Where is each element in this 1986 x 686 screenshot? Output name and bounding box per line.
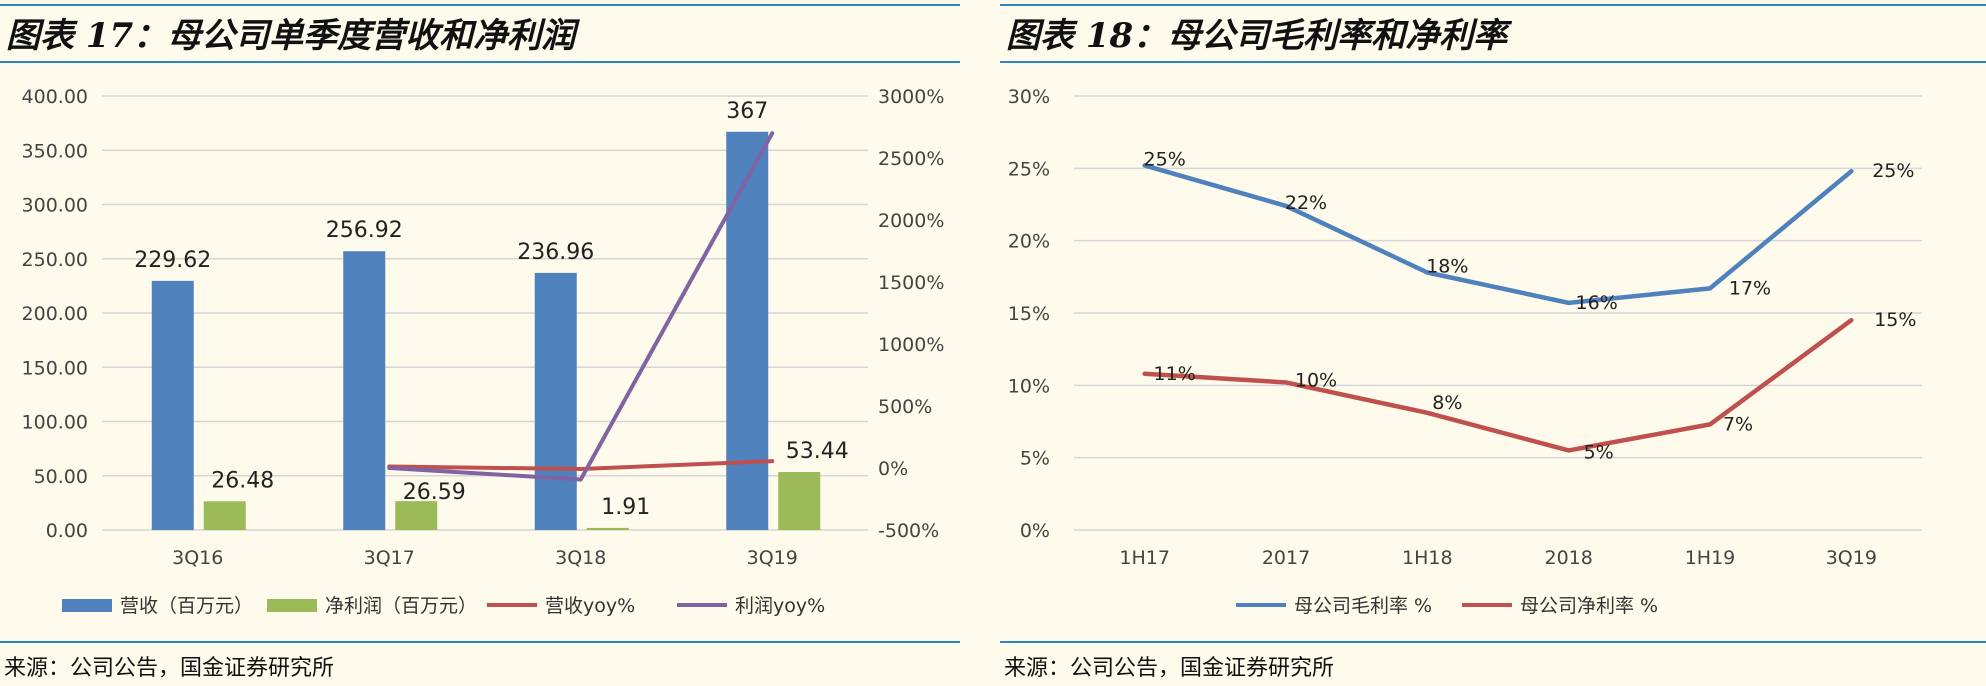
legend-label: 营收yoy%: [545, 595, 635, 617]
series-line: [387, 459, 775, 471]
source-note: 来源：公司公告，国金证券研究所: [1004, 656, 1335, 681]
legend-label: 母公司毛利率 %: [1294, 595, 1432, 617]
x-tick-label: 1H19: [1685, 547, 1736, 569]
top-rule: [1000, 4, 1986, 6]
y-left-tick-label: 0.00: [46, 520, 88, 542]
bottom-rule: [0, 641, 960, 643]
y-left-tick-label: 100.00: [22, 412, 88, 434]
top-rule: [0, 4, 960, 6]
bar: [151, 280, 194, 530]
x-tick-label: 1H17: [1119, 547, 1170, 569]
y-right-tick-label: 500%: [878, 396, 932, 418]
data-label: 236.96: [517, 240, 594, 265]
legend-swatch: [62, 599, 112, 612]
data-label: 22%: [1285, 192, 1327, 214]
data-label: 17%: [1729, 277, 1771, 299]
y-right-tick-label: 1500%: [878, 272, 944, 294]
data-label: 10%: [1295, 369, 1337, 391]
legend-label: 利润yoy%: [735, 595, 825, 617]
series-line: [1142, 317, 1854, 453]
data-label: 26.59: [403, 480, 466, 505]
bar: [778, 472, 821, 530]
data-label: 26.48: [211, 468, 274, 493]
y-left-tick-label: 250.00: [22, 249, 88, 271]
data-label: 25%: [1144, 148, 1186, 170]
x-tick-label: 2017: [1262, 547, 1310, 569]
legend-swatch: [267, 599, 317, 612]
data-label: 229.62: [134, 248, 211, 273]
source-note: 来源：公司公告，国金证券研究所: [4, 656, 335, 681]
y-left-tick-label: 400.00: [22, 86, 88, 108]
series-line: [1142, 163, 1854, 306]
y-right-tick-label: 0%: [878, 458, 908, 480]
y-tick-label: 25%: [1008, 158, 1050, 180]
data-label: 367: [726, 99, 768, 124]
data-label: 1.91: [601, 495, 650, 520]
bar: [726, 131, 769, 530]
legend-label: 母公司净利率 %: [1520, 595, 1658, 617]
data-label: 11%: [1154, 363, 1196, 385]
bar: [586, 527, 629, 530]
y-right-tick-label: 1000%: [878, 334, 944, 356]
data-label: 16%: [1576, 292, 1618, 314]
x-tick-label: 1H18: [1402, 547, 1453, 569]
y-tick-label: 10%: [1008, 375, 1050, 397]
y-right-tick-label: -500%: [878, 520, 939, 542]
y-left-tick-label: 150.00: [22, 357, 88, 379]
data-label: 8%: [1432, 392, 1462, 414]
margin-chart: 0% 5% 10% 15% 20% 25% 30% 1H17 2017 1H18 2018 1H19 3…: [1008, 86, 1922, 617]
y-left-tick-label: 200.00: [22, 303, 88, 325]
data-label: 7%: [1723, 413, 1753, 435]
y-left-tick-label: 350.00: [22, 140, 88, 162]
legend-label: 营收（百万元）: [120, 595, 253, 617]
y-right-tick-label: 2500%: [878, 148, 944, 170]
chart-panel-left: 图表 17：母公司单季度营收和净利润 0.00 50.00 100.00 150.00…: [0, 0, 960, 686]
bottom-rule: [1000, 641, 1986, 643]
x-tick-label: 3Q19: [1826, 547, 1877, 569]
bar: [343, 251, 386, 530]
y-tick-label: 30%: [1008, 86, 1050, 108]
x-tick-label: 3Q16: [172, 547, 223, 569]
x-tick-label: 3Q18: [555, 547, 606, 569]
x-tick-label: 2018: [1544, 547, 1592, 569]
x-tick-label: 3Q17: [364, 547, 415, 569]
revenue-profit-chart: 0.00 50.00 100.00 150.00 200.00 250.00 300.00 3…: [22, 86, 945, 617]
series-line: [387, 131, 775, 482]
title-rule: [1000, 61, 1986, 63]
chart-title: 图表 18：母公司毛利率和净利率: [1006, 16, 1508, 56]
y-tick-label: 15%: [1008, 303, 1050, 325]
title-rule: [0, 61, 960, 63]
data-label: 53.44: [786, 439, 849, 464]
data-label: 256.92: [326, 218, 403, 243]
legend-label: 净利润（百万元）: [325, 595, 477, 617]
y-right-tick-label: 3000%: [878, 86, 944, 108]
y-tick-label: 5%: [1020, 448, 1050, 470]
bar: [395, 501, 438, 530]
y-right-tick-label: 2000%: [878, 210, 944, 232]
chart-title: 图表 17：母公司单季度营收和净利润: [6, 16, 576, 56]
data-label: 25%: [1872, 160, 1914, 182]
data-label: 5%: [1584, 441, 1614, 463]
y-tick-label: 20%: [1008, 231, 1050, 253]
y-left-tick-label: 300.00: [22, 195, 88, 217]
y-left-tick-label: 50.00: [34, 466, 88, 488]
x-tick-label: 3Q19: [747, 547, 798, 569]
y-tick-label: 0%: [1020, 520, 1050, 542]
bar: [534, 272, 577, 530]
chart-panel-right: 图表 18：母公司毛利率和净利率 0% 5% 10% 15% 20% 25% 30% 1H17…: [1000, 0, 1986, 686]
data-label: 18%: [1426, 255, 1468, 277]
data-label: 15%: [1874, 309, 1916, 331]
bar: [203, 501, 246, 530]
